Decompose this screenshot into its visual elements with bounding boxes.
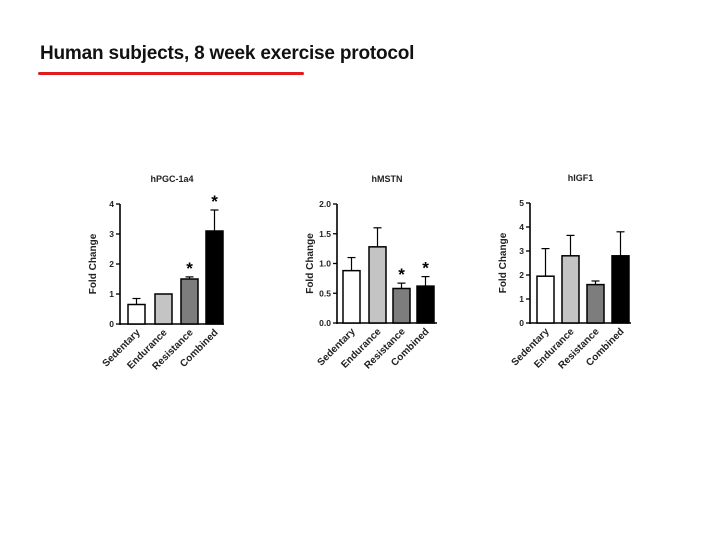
y-axis-label: Fold Change — [88, 233, 99, 294]
y-tick-label: 4 — [519, 222, 524, 232]
y-axis-label: Fold Change — [305, 233, 316, 294]
chart-title: hIGF1 — [568, 173, 594, 183]
y-tick-label: 2 — [109, 259, 114, 269]
y-tick-label: 3 — [109, 229, 114, 239]
bar-sedentary — [127, 303, 146, 325]
bar-combined — [205, 230, 224, 325]
bar-resistance — [586, 283, 605, 324]
significance-marker: * — [211, 192, 218, 211]
slide-title: Human subjects, 8 week exercise protocol — [40, 43, 415, 64]
bar-combined — [416, 285, 435, 324]
chart-title: hMSTN — [372, 174, 403, 184]
y-tick-label: 1.0 — [319, 259, 331, 269]
y-tick-label: 3 — [519, 246, 524, 256]
bar-sedentary — [342, 269, 361, 324]
y-tick-label: 0.5 — [319, 288, 331, 298]
y-tick-label: 4 — [109, 199, 114, 209]
y-tick-label: 5 — [519, 198, 524, 208]
y-tick-label: 2 — [519, 270, 524, 280]
y-tick-label: 1 — [109, 289, 114, 299]
chart-title: hPGC-1a4 — [150, 174, 193, 184]
bar-combined — [611, 255, 630, 324]
significance-marker: * — [398, 265, 405, 284]
y-axis-label: Fold Change — [498, 232, 509, 293]
bar-endurance — [561, 255, 580, 324]
y-tick-label: 0.0 — [319, 318, 331, 328]
significance-marker: * — [422, 259, 429, 278]
y-tick-label: 2.0 — [319, 199, 331, 209]
y-tick-label: 1 — [519, 294, 524, 304]
significance-marker: * — [186, 259, 193, 278]
bar-resistance — [392, 287, 411, 324]
bar-sedentary — [536, 275, 555, 324]
y-tick-label: 0 — [109, 319, 114, 329]
y-tick-label: 1.5 — [319, 229, 331, 239]
y-tick-label: 0 — [519, 318, 524, 328]
title-underline — [38, 72, 304, 75]
bar-endurance — [368, 246, 387, 324]
bar-resistance — [180, 278, 199, 325]
bar-endurance — [154, 293, 173, 325]
